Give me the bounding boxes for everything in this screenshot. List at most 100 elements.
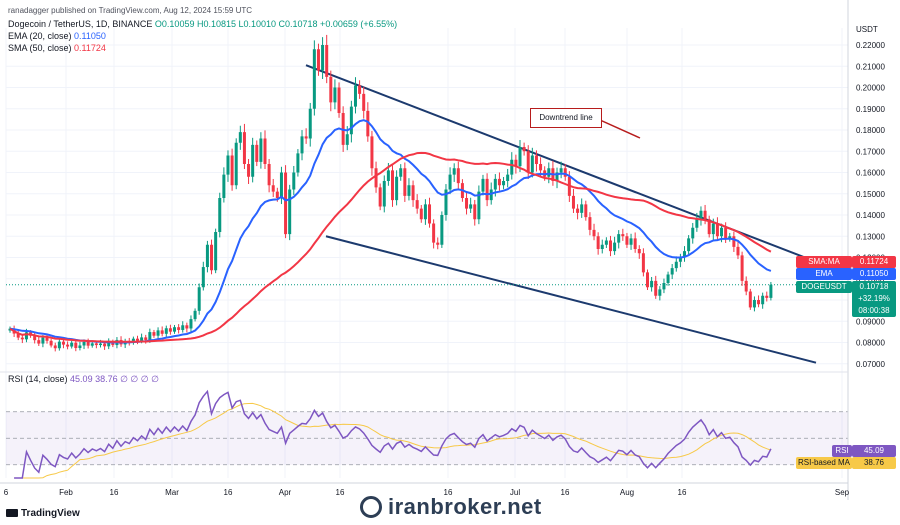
candle-body: [604, 240, 608, 245]
candle-body: [325, 45, 329, 77]
price-tick-label: 0.17000: [856, 147, 885, 156]
candle-body: [448, 174, 452, 190]
candle-body: [226, 155, 230, 175]
trendlines: [6, 64, 848, 364]
candle-body: [284, 172, 288, 235]
candle-body: [769, 284, 773, 298]
candle-body: [485, 178, 489, 201]
tv-icon: [6, 509, 18, 517]
candle-body: [510, 159, 514, 175]
sma-legend[interactable]: SMA (50, close) 0.11724: [8, 43, 106, 53]
annotation-downtrend[interactable]: Downtrend line: [530, 108, 602, 128]
ema-badge-value: 0.11050: [852, 268, 896, 280]
candle-body: [608, 240, 612, 252]
candle-body: [428, 204, 432, 224]
candle-body: [473, 204, 477, 220]
rsi-badge-value: 45.09: [852, 445, 896, 457]
candle-body: [160, 330, 164, 334]
candle-body: [654, 280, 658, 296]
candle-body: [374, 168, 378, 188]
candle-body: [189, 319, 193, 329]
candle-body: [440, 215, 444, 245]
candle-body: [49, 340, 53, 346]
sma-line: [9, 151, 772, 343]
price-tick-label: 0.14000: [856, 211, 885, 220]
candle-body: [370, 136, 374, 169]
ema-legend[interactable]: EMA (20, close) 0.11050: [8, 31, 106, 41]
price-tick-label: 0.22000: [856, 41, 885, 50]
rsi-badge-label: RSI: [832, 445, 852, 457]
candle-body: [382, 181, 386, 207]
candle-body: [522, 147, 526, 152]
candle-body: [16, 333, 20, 338]
rsi-legend[interactable]: RSI (14, close) 45.09 38.76 ∅ ∅ ∅ ∅: [8, 374, 159, 385]
candle-body: [82, 341, 86, 346]
candle-body: [185, 325, 189, 329]
candle-body: [210, 244, 214, 271]
tradingview-logo[interactable]: TradingView: [6, 508, 80, 519]
candle-body: [580, 204, 584, 213]
ohlc-values: O0.10059 H0.10815 L0.10010 C0.10718 +0.0…: [154, 19, 398, 29]
candle-body: [234, 142, 238, 186]
candle-body: [423, 204, 427, 220]
rsi-ma-line: [14, 402, 772, 479]
candle-body: [292, 172, 296, 190]
candle-body: [592, 229, 596, 237]
candle-body: [222, 174, 226, 198]
candle-body: [588, 217, 592, 230]
candle-body: [201, 267, 205, 288]
candle-body: [345, 134, 349, 145]
candle-body: [173, 327, 177, 332]
candle-body: [214, 232, 218, 271]
price-tick-label: 0.21000: [856, 62, 885, 71]
price-tick-label: 0.20000: [856, 84, 885, 93]
time-tick-label: 16: [224, 488, 233, 497]
candle-body: [650, 280, 654, 288]
candle-body: [45, 337, 49, 341]
price-tick-label: 0.13000: [856, 232, 885, 241]
candle-body: [181, 325, 185, 330]
candle-body: [699, 210, 703, 220]
candle-body: [20, 337, 24, 340]
candle-body: [571, 195, 575, 209]
candle-body: [321, 45, 325, 71]
rsi-ma-badge-value: 38.76: [852, 457, 896, 469]
candle-body: [333, 87, 337, 103]
candle-body: [247, 164, 251, 177]
candle-body: [514, 159, 518, 167]
candle-body: [761, 295, 765, 305]
time-tick-label: Jul: [510, 488, 520, 497]
candle-body: [230, 155, 234, 186]
candle-body: [86, 341, 90, 346]
candle-body: [152, 332, 156, 336]
price-tick-label: 0.16000: [856, 169, 885, 178]
candle-body: [715, 223, 719, 237]
candle-body: [465, 198, 469, 209]
candle-body: [563, 168, 567, 177]
candle-body: [641, 253, 645, 273]
candle-body: [242, 132, 246, 164]
candle-body: [559, 168, 563, 173]
candle-body: [703, 210, 707, 220]
candle-body: [61, 341, 65, 345]
candle-body: [534, 155, 538, 164]
candle-body: [625, 236, 629, 245]
candle-body: [156, 330, 160, 336]
candle-body: [670, 268, 674, 275]
candle-body: [259, 138, 263, 162]
candle-body: [41, 337, 45, 344]
candle-body: [37, 340, 41, 344]
ema-legend-label: EMA (20, close): [8, 31, 72, 41]
candle-body: [251, 144, 255, 177]
candle-body: [148, 332, 152, 340]
candle-body: [711, 223, 715, 235]
price-tick-label: 0.08000: [856, 339, 885, 348]
candle-body: [98, 343, 102, 346]
candle-body: [70, 342, 74, 347]
candle-body: [506, 174, 510, 181]
candle-body: [732, 236, 736, 247]
price-badge-label: DOGEUSDT: [796, 281, 852, 293]
sma-badge-value: 0.11724: [852, 256, 896, 268]
